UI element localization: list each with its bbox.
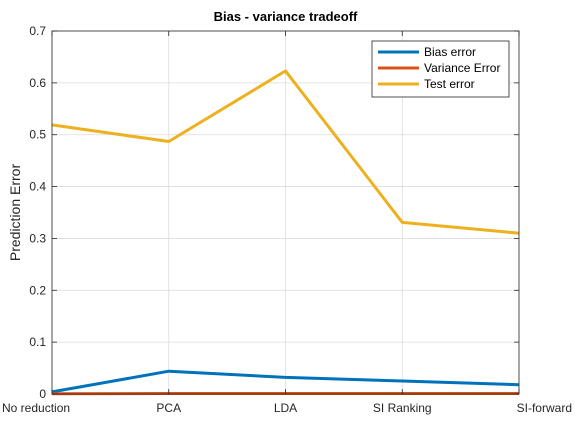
legend-label-test-error: Test error [424, 77, 475, 91]
y-tick-label: 0.1 [29, 335, 46, 349]
legend-label-variance-error: Variance Error [424, 61, 500, 75]
x-tick-label: PCA [156, 401, 181, 415]
y-tick-label: 0.2 [29, 283, 46, 297]
y-axis-title: Prediction Error [7, 164, 23, 262]
legend-items: Bias error Variance Error Test error [378, 45, 500, 91]
x-axis-tick-labels: No reduction PCA LDA SI Ranking SI-forward [2, 401, 572, 415]
x-tick-label: No reduction [2, 401, 70, 415]
x-tick-label: LDA [274, 401, 297, 415]
x-tick-label: SI-forward [517, 401, 572, 415]
y-tick-label: 0.5 [29, 128, 46, 142]
series-line-bias-error [51, 369, 520, 394]
x-tick-label: SI Ranking [373, 401, 432, 415]
y-axis-tick-labels: 0 0.1 0.2 0.3 0.4 0.5 0.6 0.7 [29, 24, 46, 401]
series-line-test-error [51, 69, 520, 235]
legend: Bias error Variance Error Test error [371, 40, 510, 98]
y-tick-label: 0.4 [29, 180, 46, 194]
y-tick-label: 0.6 [29, 76, 46, 90]
y-tick-label: 0.3 [29, 231, 46, 245]
axis-ticks [51, 30, 520, 395]
y-tick-label: 0 [39, 387, 46, 401]
chart-title: Bias - variance tradeoff [214, 9, 358, 24]
y-tick-label: 0.7 [29, 24, 46, 38]
legend-label-bias-error: Bias error [424, 45, 476, 59]
